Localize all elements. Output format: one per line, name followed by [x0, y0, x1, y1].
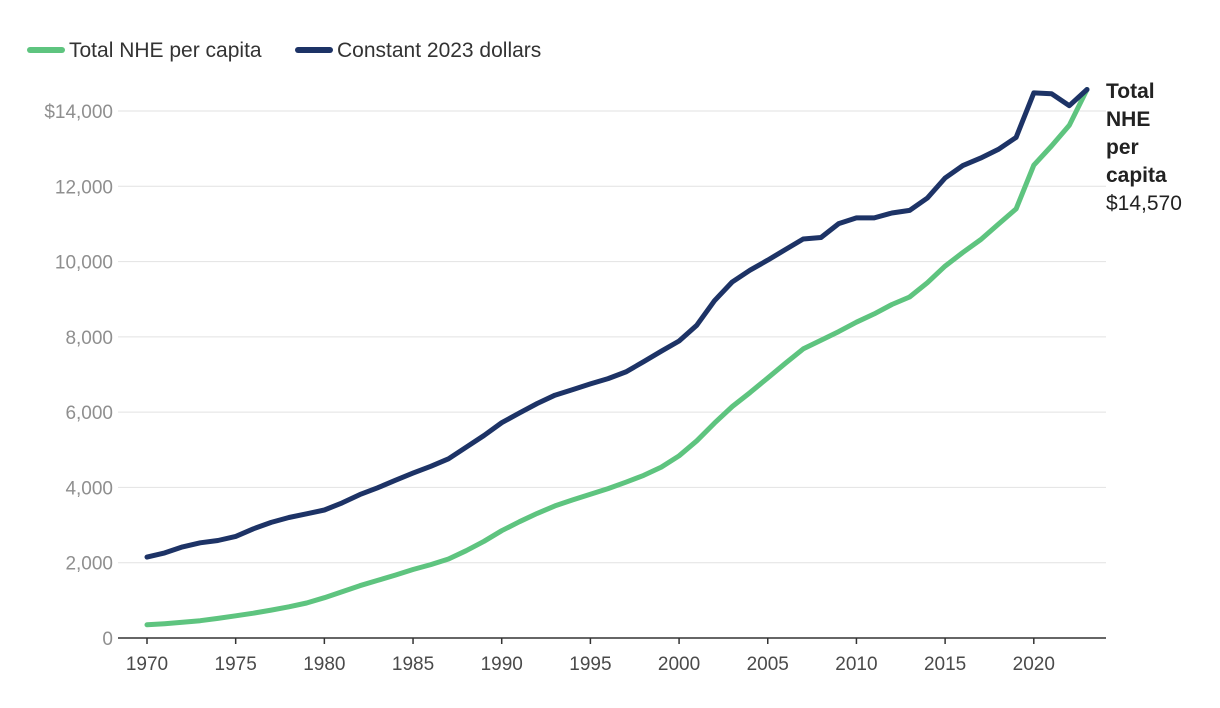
- end-label-value: $14,570: [1106, 192, 1182, 215]
- x-tick-label: 2000: [658, 654, 700, 675]
- x-tick-label: 1990: [481, 654, 523, 675]
- y-tick-label: 4,000: [65, 478, 113, 499]
- x-tick-label: 2010: [835, 654, 877, 675]
- legend-item-total-nhe: Total NHE per capita: [27, 39, 262, 62]
- end-label-title-line-4: capita: [1106, 164, 1167, 187]
- y-axis-ticks: 0 2,000 4,000 6,000 8,000 10,000 12,000 $14,000: [44, 102, 113, 650]
- legend-label-total-nhe: Total NHE per capita: [69, 39, 262, 62]
- legend-label-constant-dollars: Constant 2023 dollars: [337, 39, 541, 62]
- y-tick-label: $14,000: [44, 102, 113, 123]
- end-label-title-line-3: per: [1106, 136, 1139, 159]
- x-tick-label: 1970: [126, 654, 168, 675]
- y-tick-label: 2,000: [65, 554, 113, 575]
- end-label: Total NHE per capita $14,570: [1106, 80, 1182, 215]
- x-tick-label: 1975: [215, 654, 257, 675]
- series-line-total-nhe: [144, 87, 1090, 628]
- legend-item-constant-dollars: Constant 2023 dollars: [295, 39, 541, 62]
- x-tick-label: 1985: [392, 654, 434, 675]
- end-label-title-line-1: Total: [1106, 80, 1155, 103]
- end-label-title-line-2: NHE: [1106, 108, 1150, 131]
- y-tick-label: 8,000: [65, 328, 113, 349]
- x-tick-label: 2020: [1013, 654, 1055, 675]
- x-tick-label: 2015: [924, 654, 966, 675]
- x-axis-ticks: 1970 1975 1980 1985 1990 1995 2000 2005 2010 2015…: [126, 638, 1055, 675]
- series-line-constant-dollars: [144, 87, 1090, 560]
- series-lines: [144, 87, 1090, 628]
- y-tick-label: 10,000: [55, 253, 113, 274]
- y-tick-label: 12,000: [55, 177, 113, 198]
- x-tick-label: 2005: [747, 654, 789, 675]
- gridlines: [118, 110, 1106, 564]
- legend: Total NHE per capita Constant 2023 dolla…: [27, 39, 541, 62]
- x-tick-label: 1980: [303, 654, 345, 675]
- x-tick-label: 1995: [569, 654, 611, 675]
- y-tick-label: 0: [102, 629, 113, 650]
- y-tick-label: 6,000: [65, 403, 113, 424]
